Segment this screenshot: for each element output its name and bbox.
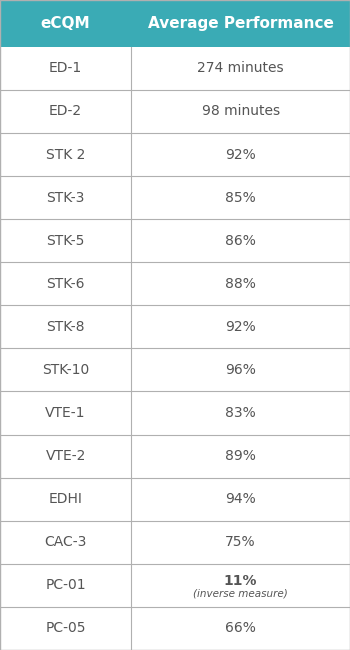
Text: VTE-1: VTE-1	[46, 406, 86, 420]
Text: (inverse measure): (inverse measure)	[193, 589, 288, 599]
Text: CAC-3: CAC-3	[44, 536, 87, 549]
Text: EDHI: EDHI	[49, 492, 83, 506]
Text: ED-1: ED-1	[49, 61, 82, 75]
Text: 89%: 89%	[225, 449, 256, 463]
Text: 96%: 96%	[225, 363, 256, 377]
Text: 83%: 83%	[225, 406, 256, 420]
Text: STK-5: STK-5	[47, 234, 85, 248]
Text: 92%: 92%	[225, 148, 256, 161]
Text: 274 minutes: 274 minutes	[197, 61, 284, 75]
Text: 66%: 66%	[225, 621, 256, 636]
Text: eCQM: eCQM	[41, 16, 90, 31]
Text: Average Performance: Average Performance	[148, 16, 334, 31]
Text: 75%: 75%	[225, 536, 256, 549]
Text: 92%: 92%	[225, 320, 256, 334]
Text: 94%: 94%	[225, 492, 256, 506]
Text: 11%: 11%	[224, 574, 257, 588]
Text: STK-6: STK-6	[46, 277, 85, 291]
Text: PC-01: PC-01	[45, 578, 86, 592]
Text: 88%: 88%	[225, 277, 256, 291]
Text: 85%: 85%	[225, 190, 256, 205]
Text: 98 minutes: 98 minutes	[202, 105, 280, 118]
Text: VTE-2: VTE-2	[46, 449, 86, 463]
Text: STK-10: STK-10	[42, 363, 89, 377]
Text: STK-8: STK-8	[46, 320, 85, 334]
Bar	[0, 0, 350, 47]
Text: STK-3: STK-3	[47, 190, 85, 205]
Text: PC-05: PC-05	[46, 621, 86, 636]
Text: STK 2: STK 2	[46, 148, 85, 161]
Text: ED-2: ED-2	[49, 105, 82, 118]
Text: 86%: 86%	[225, 234, 256, 248]
